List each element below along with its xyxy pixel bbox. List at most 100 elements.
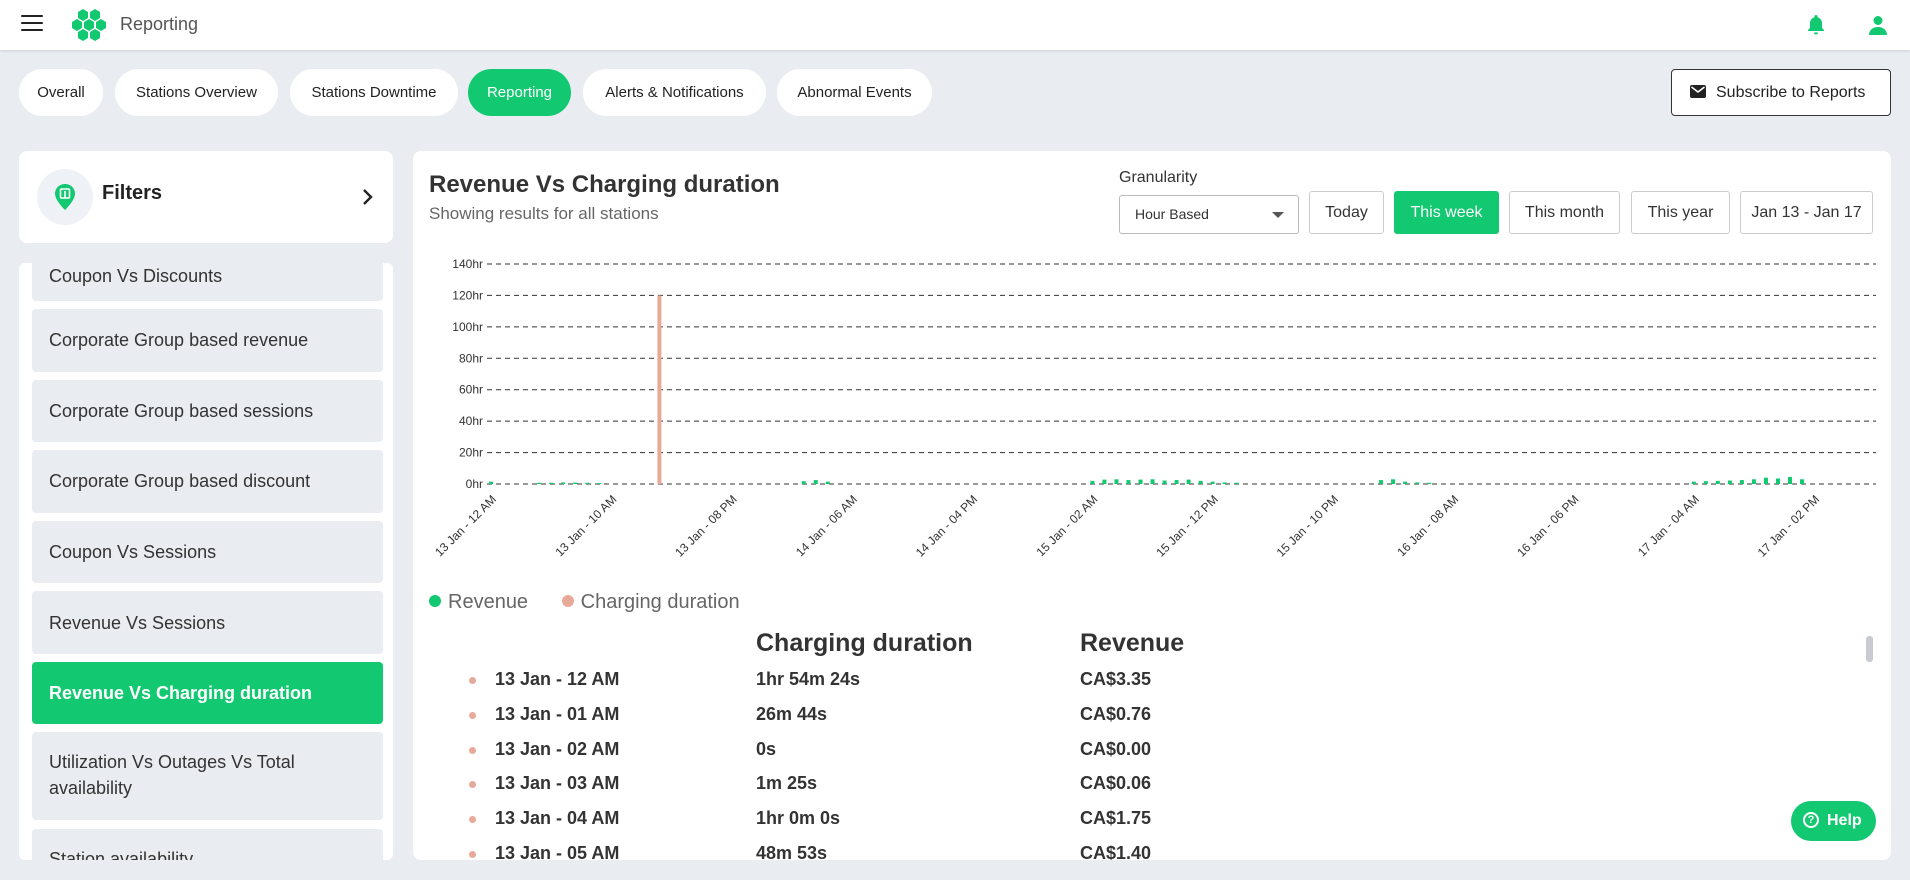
tab-abnormal-events[interactable]: Abnormal Events [777,69,932,116]
header-charging-duration: Charging duration [756,629,973,657]
report-item-coupon-vs-sessions[interactable]: Coupon Vs Sessions [32,521,383,583]
row-duration: 1hr 0m 0s [756,808,841,828]
subscribe-to-reports-button[interactable]: Subscribe to Reports [1671,69,1891,116]
bell-icon[interactable] [1804,13,1828,37]
report-card: Revenue Vs Charging duration Showing res… [413,151,1891,860]
y-tick-label: 80hr [459,351,483,365]
help-label: Help [1827,812,1862,829]
row-date: 13 Jan - 05 AM [495,843,620,860]
revenue-bar [1415,482,1420,484]
legend-revenue[interactable]: Revenue [429,591,528,613]
granularity-select[interactable]: Hour Based [1119,195,1299,234]
help-button[interactable]: ? Help [1791,801,1876,841]
row-date: 13 Jan - 04 AM [495,808,620,828]
user-icon[interactable] [1866,13,1890,37]
row-duration: 48m 53s [756,843,828,860]
filters-title: Filters [102,182,163,204]
legend-revenue-label: Revenue [448,591,529,613]
x-tick-label: 15 Jan - 02 AM [1034,492,1101,559]
table-scrollbar[interactable] [1866,636,1873,662]
row-date: 13 Jan - 01 AM [495,704,620,724]
revenue-bar [1403,481,1408,484]
x-tick-label: 13 Jan - 08 PM [672,492,739,559]
report-item-label: Station availability [49,849,194,860]
report-item-utilization-outages-availability[interactable]: Utilization Vs Outages Vs Total availabi… [32,732,383,820]
revenue-bar [585,482,590,484]
x-tick-label: 13 Jan - 12 AM [432,492,499,559]
revenue-bar [1090,480,1095,484]
report-item-corporate-group-revenue[interactable]: Corporate Group based revenue [32,309,383,372]
revenue-bar [1739,480,1744,484]
y-tick-label: 140hr [452,257,483,271]
range-this-month-button[interactable]: This month [1509,191,1620,234]
report-item-revenue-vs-charging-duration[interactable]: Revenue Vs Charging duration [32,662,383,724]
row-date: 13 Jan - 12 AM [495,669,620,689]
filters-card[interactable]: Filters [19,151,393,243]
report-item-coupon-vs-discounts[interactable]: Coupon Vs Discounts [32,263,383,301]
report-item-corporate-group-sessions[interactable]: Corporate Group based sessions [32,380,383,442]
charging-duration-bar [657,295,662,484]
row-bullet [469,781,476,788]
row-revenue: CA$0.06 [1080,773,1152,793]
row-revenue: CA$0.76 [1080,704,1152,724]
revenue-bar [597,483,602,485]
chevron-right-icon[interactable] [362,187,374,207]
report-item-revenue-vs-sessions[interactable]: Revenue Vs Sessions [32,591,383,654]
row-revenue: CA$1.75 [1080,808,1152,828]
revenue-bar [1727,480,1732,484]
legend-dot-duration [561,595,574,607]
row-duration: 26m 44s [756,704,828,724]
range-today-button[interactable]: Today [1309,191,1384,234]
revenue-bar [1715,480,1720,484]
report-item-label: Corporate Group based discount [49,471,311,491]
table-row: 13 Jan - 05 AM 48m 53s CA$1.40 [429,839,1629,860]
tab-overall[interactable]: Overall [19,69,103,116]
x-tick-label: 13 Jan - 10 AM [552,492,619,559]
revenue-bar [1800,479,1805,484]
granularity-value: Hour Based [1135,206,1209,222]
row-bullet [469,816,476,823]
report-item-station-availability[interactable]: Station availability [32,829,383,860]
revenue-bar [1775,478,1780,484]
tab-stations-overview[interactable]: Stations Overview [115,69,278,116]
revenue-bar [1427,482,1432,484]
row-date: 13 Jan - 03 AM [495,773,620,793]
revenue-bar [1788,476,1792,484]
tab-reporting[interactable]: Reporting [468,69,571,116]
legend-charging-duration[interactable]: Charging duration [561,591,740,613]
granularity-label: Granularity [1119,169,1198,186]
table-row: 13 Jan - 04 AM 1hr 0m 0s CA$1.75 [429,804,1629,834]
revenue-bar [1198,480,1203,484]
range-this-year-button[interactable]: This year [1631,191,1730,234]
x-tick-label: 16 Jan - 06 PM [1514,492,1581,559]
date-range-picker[interactable]: Jan 13 - Jan 17 [1740,191,1873,234]
top-bar: Reporting [0,0,1910,50]
revenue-bar [1210,481,1215,484]
hamburger-menu-icon[interactable] [21,15,43,33]
revenue-bar [489,481,493,484]
row-bullet [469,677,476,684]
report-item-label: Utilization Vs Outages Vs Total availabi… [49,752,295,798]
revenue-bar [1222,482,1227,484]
subscribe-label: Subscribe to Reports [1716,84,1866,101]
table-row: 13 Jan - 12 AM 1hr 54m 24s CA$3.35 [429,665,1629,695]
caret-down-icon [1272,212,1284,218]
y-tick-label: 40hr [459,414,483,428]
help-icon: ? [1803,812,1819,828]
row-bullet [469,712,476,719]
logo-icon [72,9,106,41]
report-item-corporate-group-discount[interactable]: Corporate Group based discount [32,450,383,513]
tab-stations-downtime[interactable]: Stations Downtime [290,69,458,116]
table-row: 13 Jan - 03 AM 1m 25s CA$0.06 [429,769,1629,799]
revenue-bar [1391,479,1396,484]
x-tick-label: 14 Jan - 04 PM [913,492,980,559]
revenue-bar [1138,479,1143,484]
mail-icon [1690,85,1706,98]
tab-alerts-notifications[interactable]: Alerts & Notifications [583,69,766,116]
legend-dot-revenue [429,595,441,607]
x-tick-label: 15 Jan - 12 PM [1153,492,1220,559]
range-this-week-button[interactable]: This week [1394,191,1499,234]
x-tick-label: 17 Jan - 02 PM [1755,492,1822,559]
revenue-bar [1751,479,1756,484]
header-revenue: Revenue [1080,629,1185,657]
